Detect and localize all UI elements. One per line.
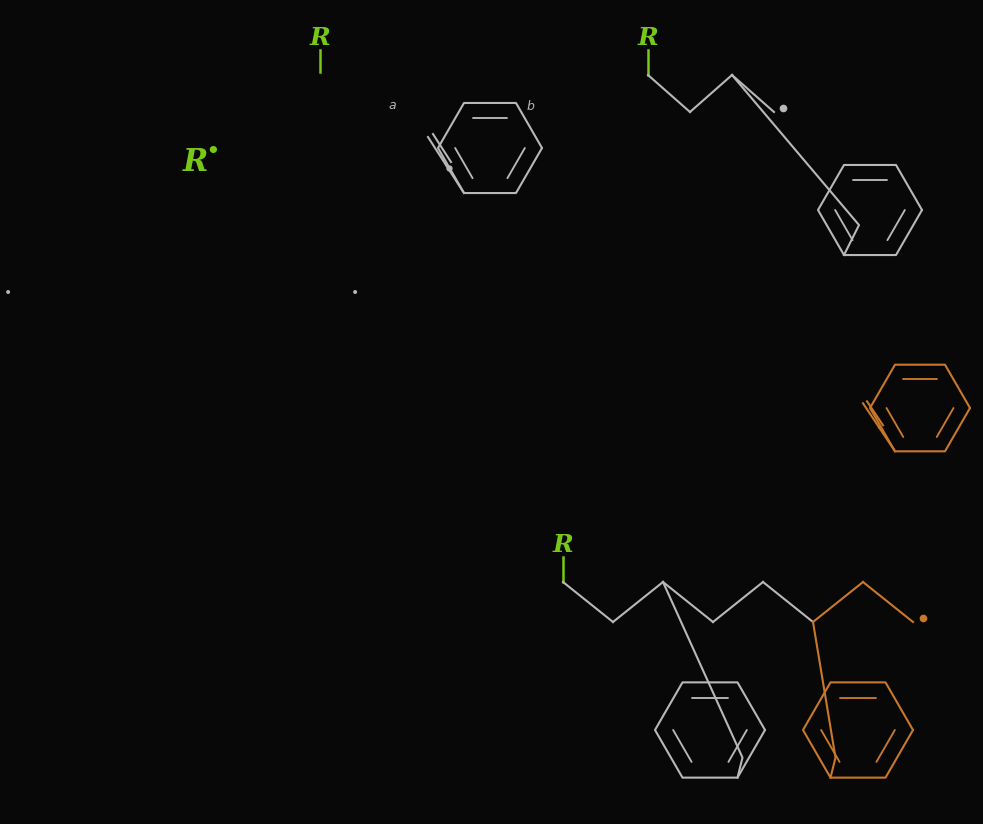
Text: •: • xyxy=(351,286,359,300)
Text: R: R xyxy=(552,533,573,557)
Text: •: • xyxy=(4,286,12,300)
Text: a: a xyxy=(388,99,396,111)
Text: R: R xyxy=(310,26,330,50)
Text: •: • xyxy=(205,140,220,164)
Text: R: R xyxy=(182,147,207,177)
Text: b: b xyxy=(526,100,534,113)
Text: R: R xyxy=(638,26,659,50)
